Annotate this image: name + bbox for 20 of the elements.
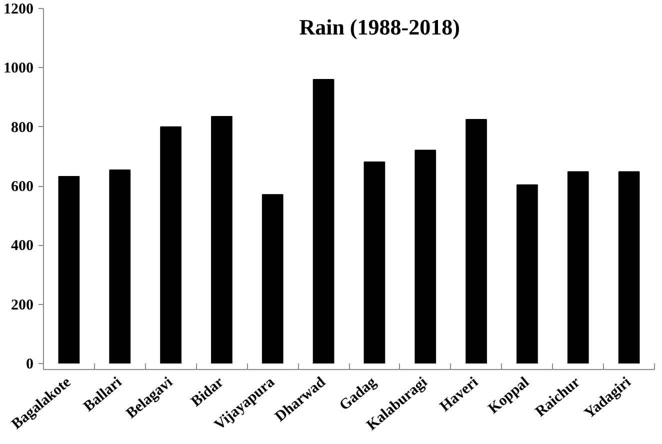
- chart-title: Rain (1988-2018): [299, 14, 460, 40]
- y-tick-label: 800: [11, 120, 34, 136]
- bar: [312, 79, 334, 364]
- bar: [262, 194, 284, 364]
- bar: [618, 171, 640, 364]
- bar: [466, 118, 487, 364]
- bar: [109, 170, 131, 364]
- y-tick-label: 400: [11, 238, 34, 254]
- bar: [58, 176, 80, 364]
- bar: [516, 184, 538, 364]
- bar: [211, 116, 232, 364]
- y-tick-label: 200: [11, 297, 34, 314]
- y-tick-label: 1200: [4, 2, 34, 18]
- y-tick-label: 1000: [4, 60, 34, 77]
- bar: [567, 171, 589, 364]
- bar: [414, 150, 436, 364]
- y-tick-label: 600: [11, 179, 34, 195]
- y-tick-label: 0: [26, 356, 34, 372]
- bar: [160, 126, 182, 364]
- bar: [364, 162, 386, 364]
